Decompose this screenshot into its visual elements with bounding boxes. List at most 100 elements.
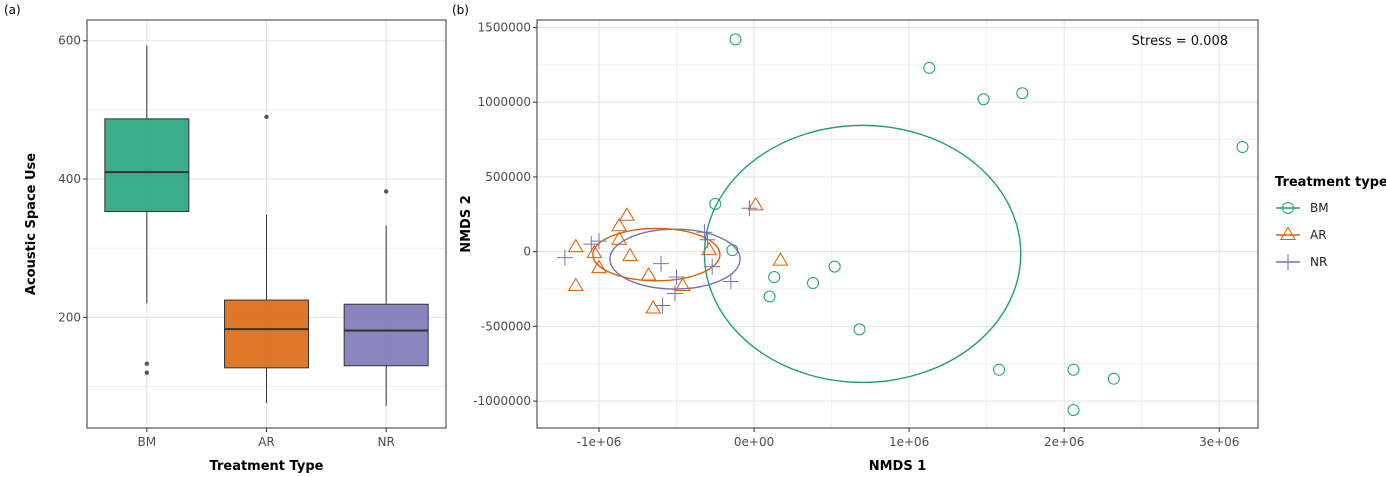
legend-key-marker: [1279, 226, 1297, 240]
point-ar: [772, 252, 789, 266]
point-nr: [668, 269, 685, 286]
point-bm: [806, 277, 819, 290]
panel-a-x-ticks: BM AR NR: [138, 428, 395, 449]
panel-b-points: [556, 33, 1249, 417]
x-tick-label: BM: [138, 435, 157, 449]
point-bm: [977, 93, 990, 106]
legend-label: AR: [1310, 228, 1327, 242]
legend-label: NR: [1310, 255, 1327, 269]
outlier-point: [383, 189, 389, 194]
box-body: [104, 118, 190, 213]
point-ar: [622, 247, 639, 262]
point-bm: [726, 244, 739, 257]
panel-a-label: (a): [4, 3, 21, 17]
panel-a-y-ticks: 200 400 600: [58, 34, 87, 324]
legend-key-marker: [1282, 202, 1294, 214]
x-tick-label: AR: [258, 435, 275, 449]
panel-a-x-axis-title: Treatment Type: [210, 459, 324, 474]
panel-b-plot-area: [537, 20, 1258, 428]
point-ar: [645, 299, 662, 314]
point-bm: [828, 260, 841, 273]
panel-b-gridlines: [537, 20, 1258, 428]
legend-item-bm: BM: [1276, 201, 1329, 215]
point-ar: [747, 196, 764, 211]
legend-title: Treatment type: [1275, 175, 1386, 190]
point-nr: [696, 224, 713, 241]
legend: Treatment type BM AR NR: [1275, 175, 1386, 270]
ellipse-bm: [703, 124, 1022, 384]
x-tick-label: 3e+06: [1199, 435, 1239, 449]
point-nr: [666, 285, 683, 302]
outlier-point: [264, 114, 269, 120]
point-bm: [768, 271, 781, 284]
box-bm: [104, 45, 190, 375]
panel-b-y-axis-title: NMDS 2: [459, 195, 474, 253]
x-tick-label: 0e+00: [734, 435, 774, 449]
legend-item-nr: NR: [1276, 254, 1327, 270]
legend-label: BM: [1310, 201, 1329, 215]
y-tick-label: 1000000: [478, 95, 531, 109]
y-tick-label: -500000: [481, 319, 531, 333]
legend-item-ar: AR: [1276, 226, 1327, 242]
y-tick-label: 1500000: [478, 20, 531, 34]
point-nr: [591, 233, 608, 250]
point-nr: [556, 249, 573, 266]
point-ar: [701, 241, 718, 256]
point-nr: [654, 297, 671, 314]
panel-b-frame: [536, 19, 1259, 429]
point-bm: [993, 363, 1006, 376]
point-nr: [741, 200, 758, 217]
x-tick-label: 2e+06: [1044, 435, 1084, 449]
point-nr: [704, 258, 721, 275]
series-bm: [709, 33, 1249, 417]
point-ar: [611, 217, 628, 232]
box-body: [224, 299, 309, 369]
x-tick-label: 1e+06: [889, 435, 929, 449]
point-bm: [853, 323, 866, 336]
panel-b-y-ticks: -1000000 -500000 0 500000 1000000 1500000: [473, 20, 537, 408]
point-ar: [618, 207, 635, 221]
point-ar: [567, 238, 584, 253]
stress-annotation: Stress = 0.008: [1132, 34, 1228, 49]
point-nr: [583, 236, 600, 253]
y-tick-label: 400: [58, 172, 81, 186]
point-bm: [1236, 141, 1249, 154]
ellipse-ar: [592, 227, 721, 282]
y-tick-label: -1000000: [473, 394, 531, 408]
outlier-point: [144, 361, 150, 366]
box-nr: [343, 189, 429, 406]
point-bm: [1067, 404, 1080, 417]
panel-a-y-axis-title: Acoustic Space Use: [24, 153, 39, 295]
point-ar: [611, 231, 628, 245]
point-ar: [674, 277, 691, 292]
panel-a-boxplots: [104, 45, 429, 406]
x-tick-label: NR: [378, 435, 395, 449]
box-body: [343, 303, 429, 367]
point-bm: [763, 290, 776, 303]
point-bm: [1107, 372, 1120, 385]
point-bm: [709, 197, 722, 210]
point-bm: [729, 33, 742, 46]
x-tick-label: -1e+06: [577, 435, 622, 449]
point-bm: [923, 61, 936, 74]
point-bm: [1067, 363, 1080, 376]
y-tick-label: 600: [58, 34, 81, 48]
point-nr: [699, 231, 716, 248]
y-tick-label: 500000: [485, 170, 531, 184]
point-ar: [591, 259, 608, 274]
legend-key-marker: [1280, 254, 1296, 270]
panel-b-x-axis-title: NMDS 1: [869, 459, 927, 474]
panel-b-x-ticks: -1e+06 0e+00 1e+06 2e+06 3e+06: [577, 428, 1239, 449]
y-tick-label: 200: [58, 310, 81, 324]
point-ar: [640, 267, 657, 281]
point-ar: [567, 277, 584, 292]
series-ar: [567, 196, 789, 314]
legend-items: BM AR NR: [1276, 201, 1329, 270]
series-nr: [556, 200, 758, 314]
box-ar: [224, 114, 309, 404]
panel-b-label: (b): [452, 3, 469, 17]
y-tick-label: 0: [523, 245, 531, 259]
point-nr: [653, 255, 670, 272]
outlier-point: [144, 370, 150, 375]
